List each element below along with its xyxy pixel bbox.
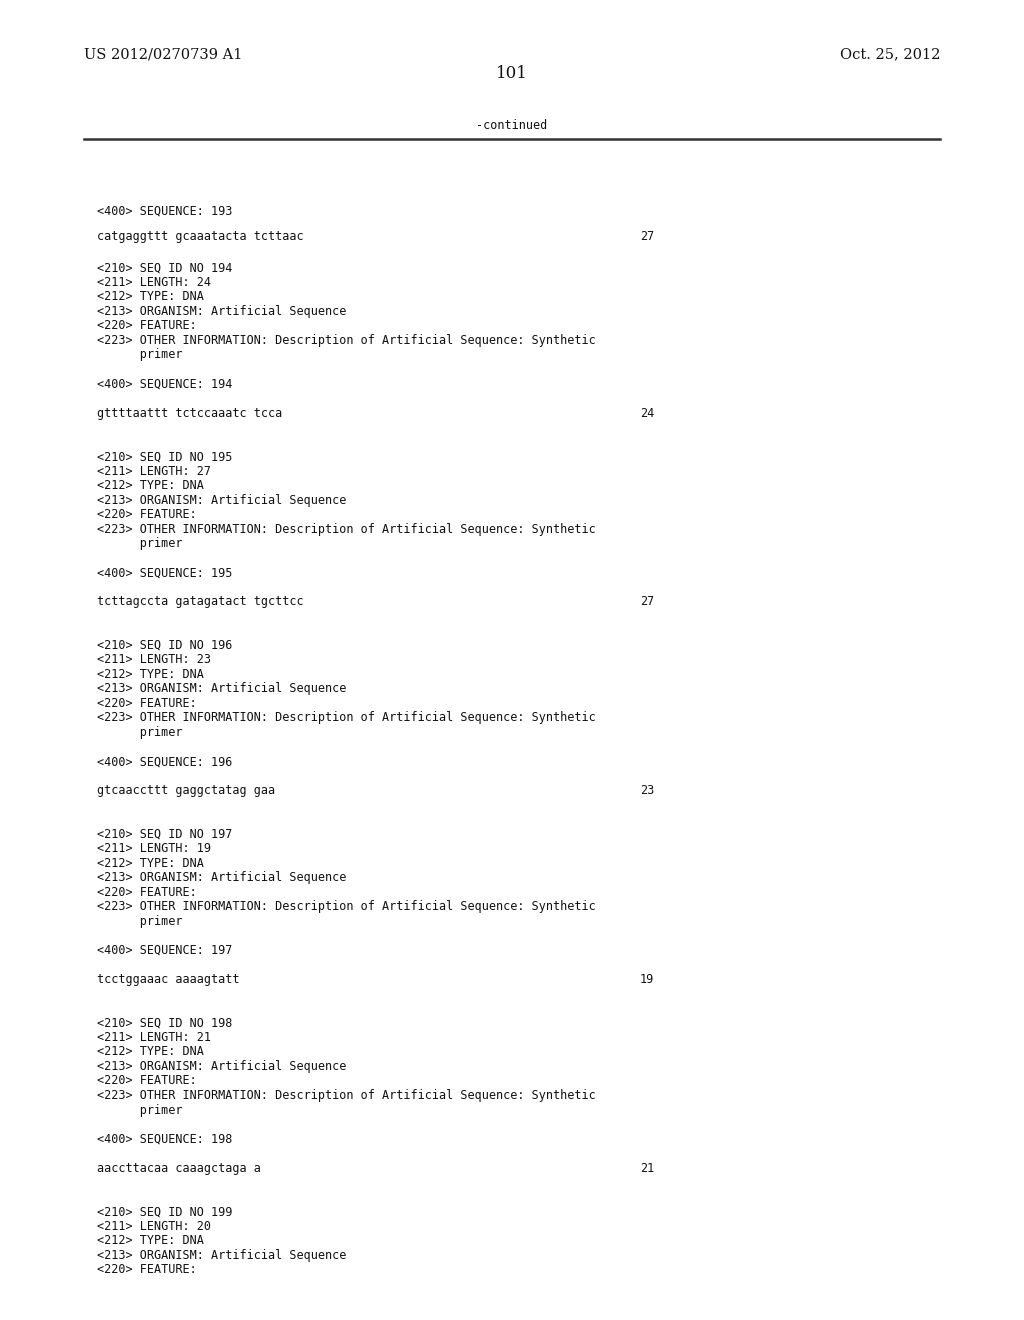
Text: <220> FEATURE:: <220> FEATURE: — [97, 697, 197, 710]
Text: tcctggaaac aaaagtatt: tcctggaaac aaaagtatt — [97, 973, 240, 986]
Text: US 2012/0270739 A1: US 2012/0270739 A1 — [84, 48, 243, 62]
Text: primer: primer — [97, 537, 182, 550]
Text: <210> SEQ ID NO 195: <210> SEQ ID NO 195 — [97, 450, 232, 463]
Text: 27: 27 — [640, 595, 654, 609]
Text: <213> ORGANISM: Artificial Sequence: <213> ORGANISM: Artificial Sequence — [97, 1249, 347, 1262]
Text: <220> FEATURE:: <220> FEATURE: — [97, 508, 197, 521]
Text: Oct. 25, 2012: Oct. 25, 2012 — [840, 48, 940, 62]
Text: <213> ORGANISM: Artificial Sequence: <213> ORGANISM: Artificial Sequence — [97, 1060, 347, 1073]
Text: <210> SEQ ID NO 197: <210> SEQ ID NO 197 — [97, 828, 232, 841]
Text: primer: primer — [97, 348, 182, 362]
Text: 27: 27 — [640, 230, 654, 243]
Text: gttttaattt tctccaaatc tcca: gttttaattt tctccaaatc tcca — [97, 407, 283, 420]
Text: <211> LENGTH: 27: <211> LENGTH: 27 — [97, 465, 211, 478]
Text: primer: primer — [97, 915, 182, 928]
Text: <220> FEATURE:: <220> FEATURE: — [97, 1074, 197, 1088]
Text: <400> SEQUENCE: 196: <400> SEQUENCE: 196 — [97, 755, 232, 768]
Text: <220> FEATURE:: <220> FEATURE: — [97, 319, 197, 333]
Text: <223> OTHER INFORMATION: Description of Artificial Sequence: Synthetic: <223> OTHER INFORMATION: Description of … — [97, 1089, 596, 1102]
Text: 23: 23 — [640, 784, 654, 797]
Text: <212> TYPE: DNA: <212> TYPE: DNA — [97, 1045, 204, 1059]
Text: <213> ORGANISM: Artificial Sequence: <213> ORGANISM: Artificial Sequence — [97, 682, 347, 696]
Text: <400> SEQUENCE: 197: <400> SEQUENCE: 197 — [97, 944, 232, 957]
Text: <210> SEQ ID NO 199: <210> SEQ ID NO 199 — [97, 1205, 232, 1218]
Text: <210> SEQ ID NO 198: <210> SEQ ID NO 198 — [97, 1016, 232, 1030]
Text: <212> TYPE: DNA: <212> TYPE: DNA — [97, 479, 204, 492]
Text: <212> TYPE: DNA: <212> TYPE: DNA — [97, 290, 204, 304]
Text: <213> ORGANISM: Artificial Sequence: <213> ORGANISM: Artificial Sequence — [97, 871, 347, 884]
Text: 21: 21 — [640, 1162, 654, 1175]
Text: primer: primer — [97, 726, 182, 739]
Text: <212> TYPE: DNA: <212> TYPE: DNA — [97, 1234, 204, 1247]
Text: 101: 101 — [496, 65, 528, 82]
Text: <400> SEQUENCE: 194: <400> SEQUENCE: 194 — [97, 378, 232, 391]
Text: catgaggttt gcaaatacta tcttaac: catgaggttt gcaaatacta tcttaac — [97, 230, 304, 243]
Text: -continued: -continued — [476, 119, 548, 132]
Text: <400> SEQUENCE: 193: <400> SEQUENCE: 193 — [97, 205, 232, 218]
Text: 19: 19 — [640, 973, 654, 986]
Text: <223> OTHER INFORMATION: Description of Artificial Sequence: Synthetic: <223> OTHER INFORMATION: Description of … — [97, 900, 596, 913]
Text: <211> LENGTH: 19: <211> LENGTH: 19 — [97, 842, 211, 855]
Text: aaccttacaa caaagctaga a: aaccttacaa caaagctaga a — [97, 1162, 261, 1175]
Text: tcttagccta gatagatact tgcttcc: tcttagccta gatagatact tgcttcc — [97, 595, 304, 609]
Text: <223> OTHER INFORMATION: Description of Artificial Sequence: Synthetic: <223> OTHER INFORMATION: Description of … — [97, 711, 596, 725]
Text: <223> OTHER INFORMATION: Description of Artificial Sequence: Synthetic: <223> OTHER INFORMATION: Description of … — [97, 523, 596, 536]
Text: <400> SEQUENCE: 198: <400> SEQUENCE: 198 — [97, 1133, 232, 1146]
Text: <211> LENGTH: 21: <211> LENGTH: 21 — [97, 1031, 211, 1044]
Text: <220> FEATURE:: <220> FEATURE: — [97, 1263, 197, 1276]
Text: <211> LENGTH: 24: <211> LENGTH: 24 — [97, 276, 211, 289]
Text: <213> ORGANISM: Artificial Sequence: <213> ORGANISM: Artificial Sequence — [97, 494, 347, 507]
Text: <210> SEQ ID NO 196: <210> SEQ ID NO 196 — [97, 639, 232, 652]
Text: <212> TYPE: DNA: <212> TYPE: DNA — [97, 668, 204, 681]
Text: <223> OTHER INFORMATION: Description of Artificial Sequence: Synthetic: <223> OTHER INFORMATION: Description of … — [97, 334, 596, 347]
Text: <400> SEQUENCE: 195: <400> SEQUENCE: 195 — [97, 566, 232, 579]
Text: <213> ORGANISM: Artificial Sequence: <213> ORGANISM: Artificial Sequence — [97, 305, 347, 318]
Text: <211> LENGTH: 23: <211> LENGTH: 23 — [97, 653, 211, 667]
Text: <220> FEATURE:: <220> FEATURE: — [97, 886, 197, 899]
Text: <210> SEQ ID NO 194: <210> SEQ ID NO 194 — [97, 261, 232, 275]
Text: <211> LENGTH: 20: <211> LENGTH: 20 — [97, 1220, 211, 1233]
Text: gtcaaccttt gaggctatag gaa: gtcaaccttt gaggctatag gaa — [97, 784, 275, 797]
Text: <212> TYPE: DNA: <212> TYPE: DNA — [97, 857, 204, 870]
Text: primer: primer — [97, 1104, 182, 1117]
Text: 24: 24 — [640, 407, 654, 420]
